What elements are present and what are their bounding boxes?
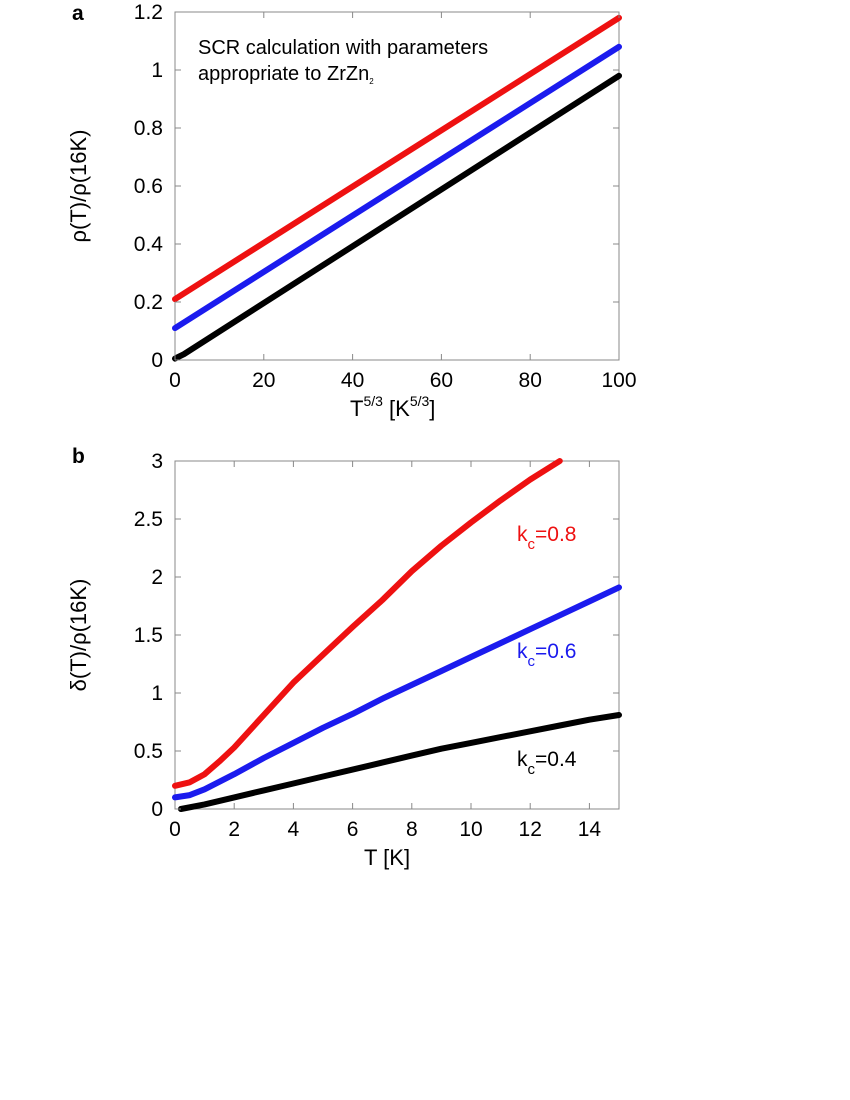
legend-kc-0.6-sub: c: [528, 653, 536, 670]
legend-kc-0.8-value: =0.8: [535, 523, 576, 546]
x-tick-label-a-60: 60: [430, 369, 453, 392]
y-tick-label-b-0.5: 0.5: [134, 740, 163, 763]
annotation-line-1: SCR calculation with parameters: [198, 37, 488, 59]
series-line-b-black: [177, 712, 622, 812]
legend-kc-0.8: kc=0.8: [517, 523, 576, 553]
x-tick-label-b-6: 6: [347, 818, 359, 841]
legend-kc-0.4-k: k: [517, 748, 528, 771]
x-tick-label-b-10: 10: [459, 818, 482, 841]
legend-kc-0.8-sub: c: [528, 536, 536, 553]
legend-kc-0.4-value: =0.4: [535, 748, 577, 771]
y-tick-label-b-1.5: 1.5: [134, 624, 163, 647]
x-tick-label-b-2: 2: [228, 818, 240, 841]
y-tick-label-b-2.5: 2.5: [134, 508, 163, 531]
panel-a: a 0 20 40 60 80 100 0 0.2 0.4 0.6 0.8 1 1.2 SCR calc…: [66, 1, 637, 421]
annotation-line-2: appropriate to ZrZn2: [198, 63, 374, 86]
y-tick-label-a-0.4: 0.4: [134, 233, 164, 256]
x-axis-label-a-unit-close: ]: [429, 396, 435, 421]
x-tick-label-a-20: 20: [252, 369, 275, 392]
y-tick-label-b-3: 3: [151, 450, 163, 473]
x-tick-label-b-12: 12: [519, 818, 542, 841]
y-tick-label-a-1.2: 1.2: [134, 1, 163, 24]
panel-label-b: b: [72, 445, 85, 468]
x-tick-label-b-14: 14: [578, 818, 602, 841]
annotation-subscript: 2: [369, 77, 374, 86]
x-axis-label-a-unit-sup: 5/3: [410, 393, 430, 409]
y-tick-label-b-1: 1: [151, 682, 163, 705]
x-tick-label-b-0: 0: [169, 818, 181, 841]
legend-kc-0.6-k: k: [517, 640, 528, 663]
series-group-b: [172, 458, 622, 812]
x-tick-label-a-0: 0: [169, 369, 181, 392]
y-tick-label-a-0.8: 0.8: [134, 117, 163, 140]
x-tick-label-b-8: 8: [406, 818, 418, 841]
ticks-a: [174, 11, 620, 361]
y-tick-label-b-0: 0: [151, 798, 163, 821]
legend-kc-0.8-k: k: [517, 523, 528, 546]
series-line-a-blue: [172, 43, 622, 332]
x-axis-label-a-sup: 5/3: [363, 393, 383, 409]
x-axis-label-b: T [K]: [364, 845, 410, 870]
annotation-line-2-text: appropriate to ZrZn: [198, 63, 369, 85]
legend-kc-0.6-value: =0.6: [535, 640, 576, 663]
y-tick-label-a-0.6: 0.6: [134, 175, 163, 198]
x-axis-label-a: T5/3 [K5/3]: [350, 393, 435, 421]
series-line-b-red: [172, 458, 563, 789]
series-group-a: [172, 14, 622, 362]
panel-label-a: a: [72, 2, 84, 25]
x-axis-label-a-main: T: [350, 396, 363, 421]
x-tick-label-b-4: 4: [288, 818, 300, 841]
ticks-b: [174, 460, 619, 810]
series-line-a-black: [172, 72, 622, 362]
legend-kc-0.4-sub: c: [528, 761, 536, 778]
legend-kc-0.4: kc=0.4: [517, 748, 577, 778]
x-tick-label-a-40: 40: [341, 369, 364, 392]
y-axis-label-a: ρ(T)/ρ(16K): [66, 129, 91, 242]
x-tick-label-a-100: 100: [601, 369, 636, 392]
y-tick-label-a-1: 1: [151, 59, 163, 82]
series-line-b-blue: [172, 584, 622, 801]
x-tick-label-a-80: 80: [519, 369, 542, 392]
y-tick-label-a-0: 0: [151, 349, 163, 372]
y-tick-label-a-0.2: 0.2: [134, 291, 163, 314]
legend-kc-0.6: kc=0.6: [517, 640, 576, 670]
y-tick-label-b-2: 2: [151, 566, 163, 589]
y-axis-label-b: δ(T)/ρ(16K): [66, 579, 91, 692]
x-axis-label-a-unit-open: [K: [383, 396, 410, 421]
series-line-a-red: [172, 14, 622, 303]
